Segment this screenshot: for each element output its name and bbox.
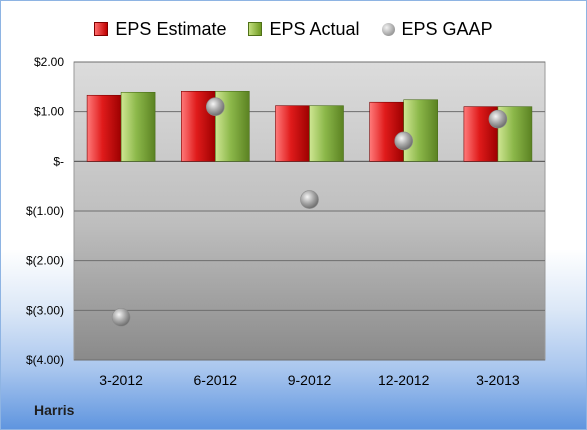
bar-eps-estimate [369, 101, 405, 162]
legend-label-estimate: EPS Estimate [115, 18, 227, 39]
point-eps-gaap [394, 131, 414, 151]
bar-eps-estimate [275, 105, 310, 162]
legend-item-gaap: EPS GAAP [381, 18, 493, 40]
y-tick-label: $2.00 [34, 55, 64, 69]
y-tick-label: $(3.00) [26, 303, 64, 317]
x-tick-label: 6-2012 [194, 372, 238, 388]
legend-swatch-actual [248, 22, 263, 36]
bar-eps-estimate [86, 94, 122, 162]
point-eps-gaap [206, 97, 225, 116]
y-tick-label: $(4.00) [26, 353, 64, 367]
legend-swatch-gaap [381, 22, 395, 36]
x-tick-label: 12-2012 [378, 372, 430, 388]
chart-legend: EPS Estimate EPS Actual EPS GAAP [0, 18, 587, 40]
legend-item-actual: EPS Actual [248, 18, 360, 40]
bar-eps-actual [403, 99, 439, 162]
legend-item-estimate: EPS Estimate [94, 19, 226, 40]
y-tick-label: $(2.00) [26, 254, 64, 268]
company-label: Harris [34, 402, 75, 418]
x-tick-label: 9-2012 [288, 372, 332, 388]
x-tick-label: 3-2012 [99, 372, 143, 388]
y-tick-label: $- [53, 154, 64, 168]
legend-label-actual: EPS Actual [269, 18, 360, 39]
point-eps-gaap [111, 307, 131, 327]
bar-eps-actual [497, 106, 533, 162]
point-eps-gaap [488, 109, 508, 129]
legend-swatch-estimate [94, 22, 109, 36]
bar-eps-actual [120, 91, 156, 162]
y-tick-label: $1.00 [34, 105, 64, 119]
x-tick-label: 3-2013 [476, 372, 520, 388]
y-tick-label: $(1.00) [26, 204, 64, 218]
point-eps-gaap [300, 190, 319, 209]
legend-label-gaap: EPS GAAP [401, 18, 493, 39]
bar-eps-actual [309, 105, 344, 162]
